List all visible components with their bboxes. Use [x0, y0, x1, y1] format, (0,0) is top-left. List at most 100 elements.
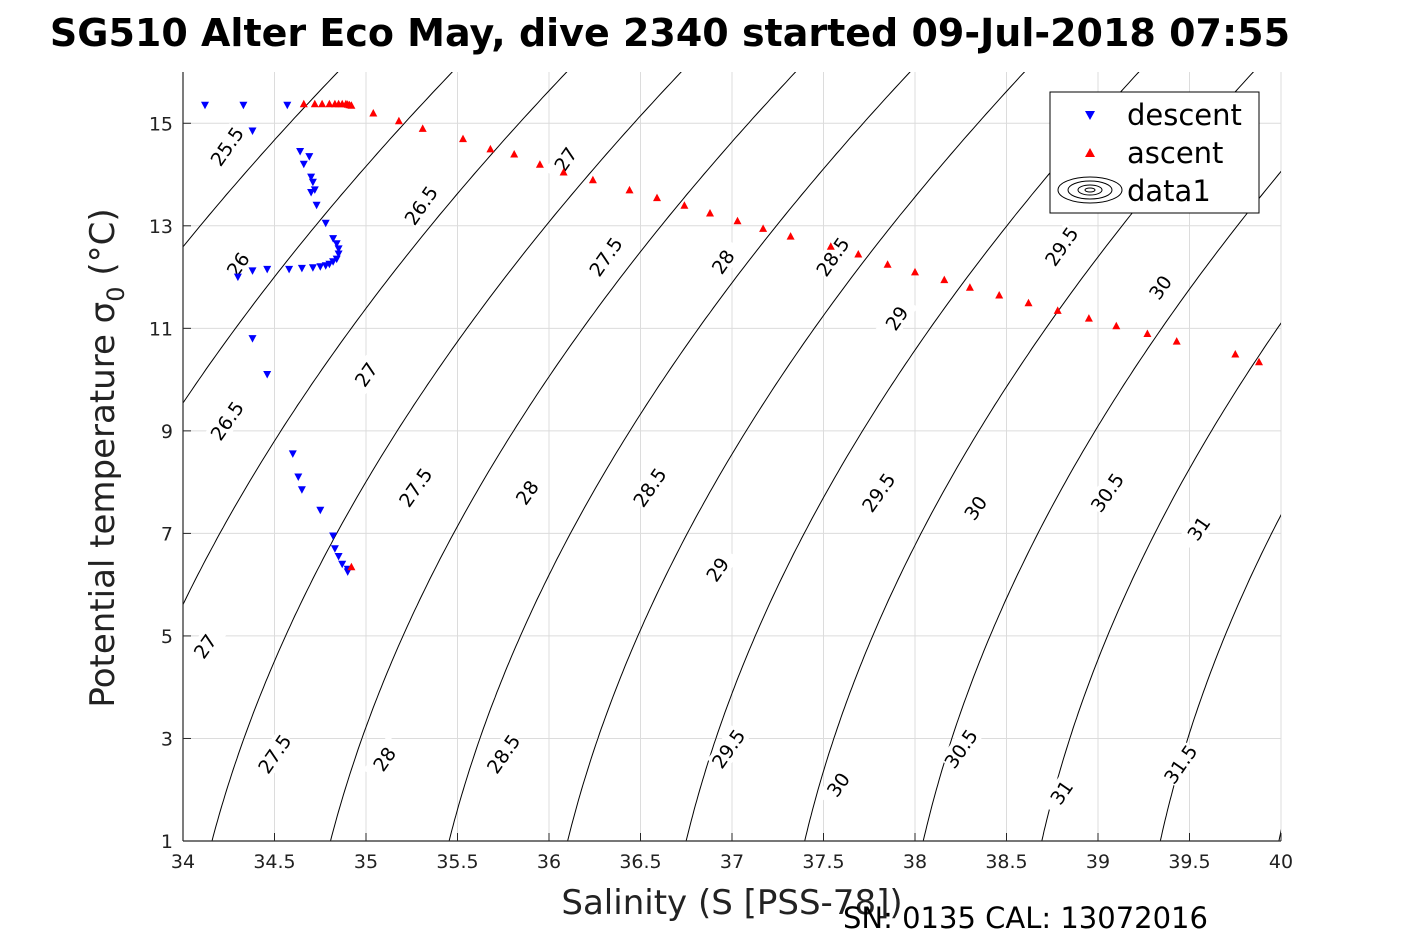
- ascent-point: [1143, 329, 1152, 337]
- contour-label: 27.5: [394, 463, 437, 512]
- descent-point: [307, 173, 316, 182]
- contour-label: 26.5: [399, 181, 443, 230]
- contour-line-30: [922, 170, 1281, 841]
- contour-label-text: 28.5: [483, 731, 525, 778]
- contour-label-text: 27.5: [395, 464, 437, 511]
- contour-label: 27: [344, 350, 388, 399]
- ascent-point: [299, 99, 308, 108]
- contour-label-text: 27.5: [585, 234, 627, 281]
- contour-line-26: [183, 72, 453, 404]
- descent-point: [329, 258, 338, 266]
- serial-calibration-text: SN: 0135 CAL: 13072016: [843, 901, 1208, 935]
- contour-label: 29.5: [707, 725, 750, 773]
- contour-line-32: [1392, 46, 1417, 866]
- contour-labels: 25.5 26 26.5 26.5 27 27 27 27.5 27.5 27.5 28 28 28 28…: [183, 122, 1220, 816]
- ascent-point: [347, 562, 356, 571]
- contour-label: 28: [701, 238, 744, 286]
- descent-point: [263, 371, 272, 379]
- contour-label: 27.5: [253, 730, 296, 778]
- y-tick-label: 5: [161, 626, 173, 648]
- descent-point: [334, 250, 343, 258]
- contour-label: 28.5: [482, 730, 525, 778]
- x-tick-label: 37.5: [802, 851, 844, 873]
- descent-point: [329, 235, 338, 243]
- contour-label: 26.5: [205, 397, 249, 445]
- contour-label-bg: [817, 761, 860, 809]
- contour-label: 30.5: [939, 725, 983, 773]
- contour-line-27.5: [329, 72, 797, 841]
- contour-label-bg: [183, 622, 227, 670]
- contour-label-bg: [811, 233, 854, 281]
- y-axis-label-main: Potential temperature σ: [83, 302, 123, 708]
- ascent-point: [510, 150, 519, 158]
- descent-point: [338, 560, 347, 569]
- ascent-point: [310, 99, 319, 108]
- contour-label-bg: [1086, 468, 1129, 516]
- descent-point: [332, 240, 341, 248]
- contour-label-bg: [939, 725, 982, 773]
- x-tick-label: 39: [1086, 851, 1110, 873]
- ascent-point: [1172, 337, 1181, 345]
- x-tick-label: 40: [1269, 851, 1293, 873]
- contour-line-26.5: [183, 72, 568, 606]
- x-tick-label: 34.5: [253, 851, 295, 873]
- ascent-point: [1053, 306, 1062, 314]
- descent-point: [285, 265, 294, 274]
- legend-data1-contour-icon: [1057, 176, 1123, 204]
- ascent-point: [347, 101, 356, 109]
- ascent-point: [786, 232, 795, 240]
- contour-label-bg: [696, 545, 739, 593]
- contour-label-text: 29.5: [708, 726, 750, 773]
- descent-point: [297, 264, 306, 273]
- x-tick-label: 39.5: [1168, 851, 1210, 873]
- descent-point: [316, 506, 325, 515]
- contour-label: 30: [954, 484, 997, 532]
- density-contours: [183, 46, 1417, 866]
- x-axis-label: Salinity (S [PSS-78]): [561, 883, 902, 923]
- contour-label: 29.5: [857, 468, 900, 517]
- x-tick-label: 34: [171, 851, 195, 873]
- descent-point: [312, 201, 321, 210]
- y-tick-label: 3: [161, 728, 173, 750]
- y-axis-label: Potential temperature σ0 (°C): [83, 208, 130, 707]
- legend-descent-marker: [1085, 111, 1095, 120]
- contour-label-text: 26.5: [401, 182, 443, 229]
- descent-point: [283, 101, 292, 110]
- contour-label: 26: [216, 240, 259, 288]
- contour-label-bg: [1139, 263, 1182, 311]
- contour-label-bg: [875, 294, 918, 342]
- contour-label-bg: [1159, 740, 1202, 788]
- contour-label-bg: [205, 122, 248, 170]
- x-tick-label: 36: [537, 851, 561, 873]
- contour-label: 29: [875, 294, 918, 342]
- ascent-point: [940, 275, 949, 284]
- ascent-point: [1084, 314, 1093, 322]
- descent-point: [321, 219, 330, 228]
- contour-line-28.5: [567, 72, 1026, 841]
- contour-label-bg: [1040, 768, 1083, 816]
- descent-point: [305, 153, 314, 161]
- y-tick-label: 9: [161, 421, 173, 443]
- contour-label: 29: [696, 545, 739, 593]
- descent-point: [299, 160, 308, 169]
- contour-label-bg: [584, 233, 627, 281]
- contour-line-28: [448, 72, 911, 841]
- contour-label-text: 29.5: [858, 469, 900, 516]
- y-axis-label-subscript: 0: [102, 286, 130, 301]
- legend-box: [1049, 91, 1260, 214]
- contour-line-29: [685, 72, 1140, 841]
- ascent-point: [733, 216, 742, 225]
- contour-line-25.5: [183, 72, 339, 248]
- y-tick-label: 7: [161, 523, 173, 545]
- ascent-point: [486, 144, 495, 153]
- ascent-point: [588, 175, 597, 184]
- contour-label-bg: [253, 730, 296, 778]
- contour-label: 28.5: [628, 463, 672, 512]
- legend-ascent-label: ascent: [1127, 136, 1223, 170]
- contour-label-text: 27.5: [254, 731, 296, 778]
- ascent-point: [854, 250, 863, 258]
- contour-label-bg: [205, 397, 248, 445]
- contour-label: 27: [544, 135, 587, 183]
- legend-descent-label: descent: [1127, 98, 1242, 132]
- contour-label-text: 29.5: [1041, 223, 1083, 270]
